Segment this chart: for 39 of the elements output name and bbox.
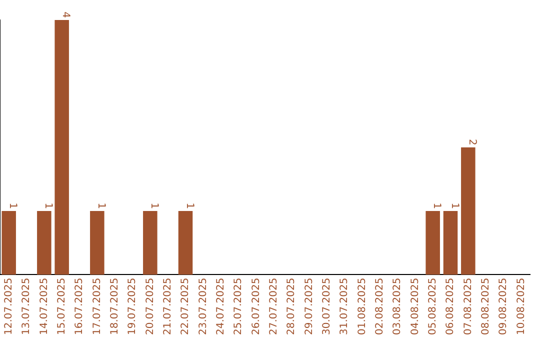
x-tick-label: 05.08.2025 xyxy=(427,278,438,336)
x-tick-label: 07.08.2025 xyxy=(462,278,474,336)
x-tick-label: 01.08.2025 xyxy=(356,278,368,336)
x-tick-label: 08.08.2025 xyxy=(480,278,492,336)
x-tick-label: 15.07.2025 xyxy=(56,278,68,336)
x-tick-label: 04.08.2025 xyxy=(410,278,421,336)
x-tick-label: 30.07.2025 xyxy=(321,278,332,336)
x-tick-label: 17.07.2025 xyxy=(92,278,103,336)
x-tick-label: 20.07.2025 xyxy=(144,278,156,336)
x-tick-label: 31.07.2025 xyxy=(339,278,350,336)
data-label: 1 xyxy=(7,202,18,210)
x-tick-label: 28.07.2025 xyxy=(286,278,298,336)
data-label: 4 xyxy=(60,12,72,18)
x-tick-label: 12.07.2025 xyxy=(3,278,14,336)
x-tick-label: 10.08.2025 xyxy=(516,278,527,336)
x-tick-label: 06.08.2025 xyxy=(445,278,456,336)
x-tick-label: 29.07.2025 xyxy=(304,278,315,336)
x-tick-label: 24.07.2025 xyxy=(215,278,226,336)
data-label: 1 xyxy=(184,202,195,210)
x-tick-label: 16.07.2025 xyxy=(74,278,86,336)
x-tick-label: 26.07.2025 xyxy=(250,278,262,336)
data-label: 1 xyxy=(96,202,107,210)
x-tick-label: 25.07.2025 xyxy=(233,278,244,336)
x-tick-label: 27.07.2025 xyxy=(268,278,280,336)
x-tick-label: 09.08.2025 xyxy=(498,278,510,336)
x-tick-label: 21.07.2025 xyxy=(162,278,174,336)
x-tick-label: 19.07.2025 xyxy=(127,278,138,336)
x-tick-label: 03.08.2025 xyxy=(392,278,404,336)
x-tick-label: 02.08.2025 xyxy=(374,278,386,336)
data-label: 1 xyxy=(431,202,442,210)
x-tick-label: 14.07.2025 xyxy=(38,278,50,336)
x-tick-label: 22.07.2025 xyxy=(180,278,192,336)
data-label: 1 xyxy=(42,202,54,210)
x-tick-label: 13.07.2025 xyxy=(21,278,32,336)
data-label: 1 xyxy=(148,202,160,210)
data-label: 2 xyxy=(466,138,478,146)
x-tick-label: 23.07.2025 xyxy=(198,278,209,336)
data-label: 1 xyxy=(448,202,460,210)
x-tick-label: 18.07.2025 xyxy=(109,278,120,336)
